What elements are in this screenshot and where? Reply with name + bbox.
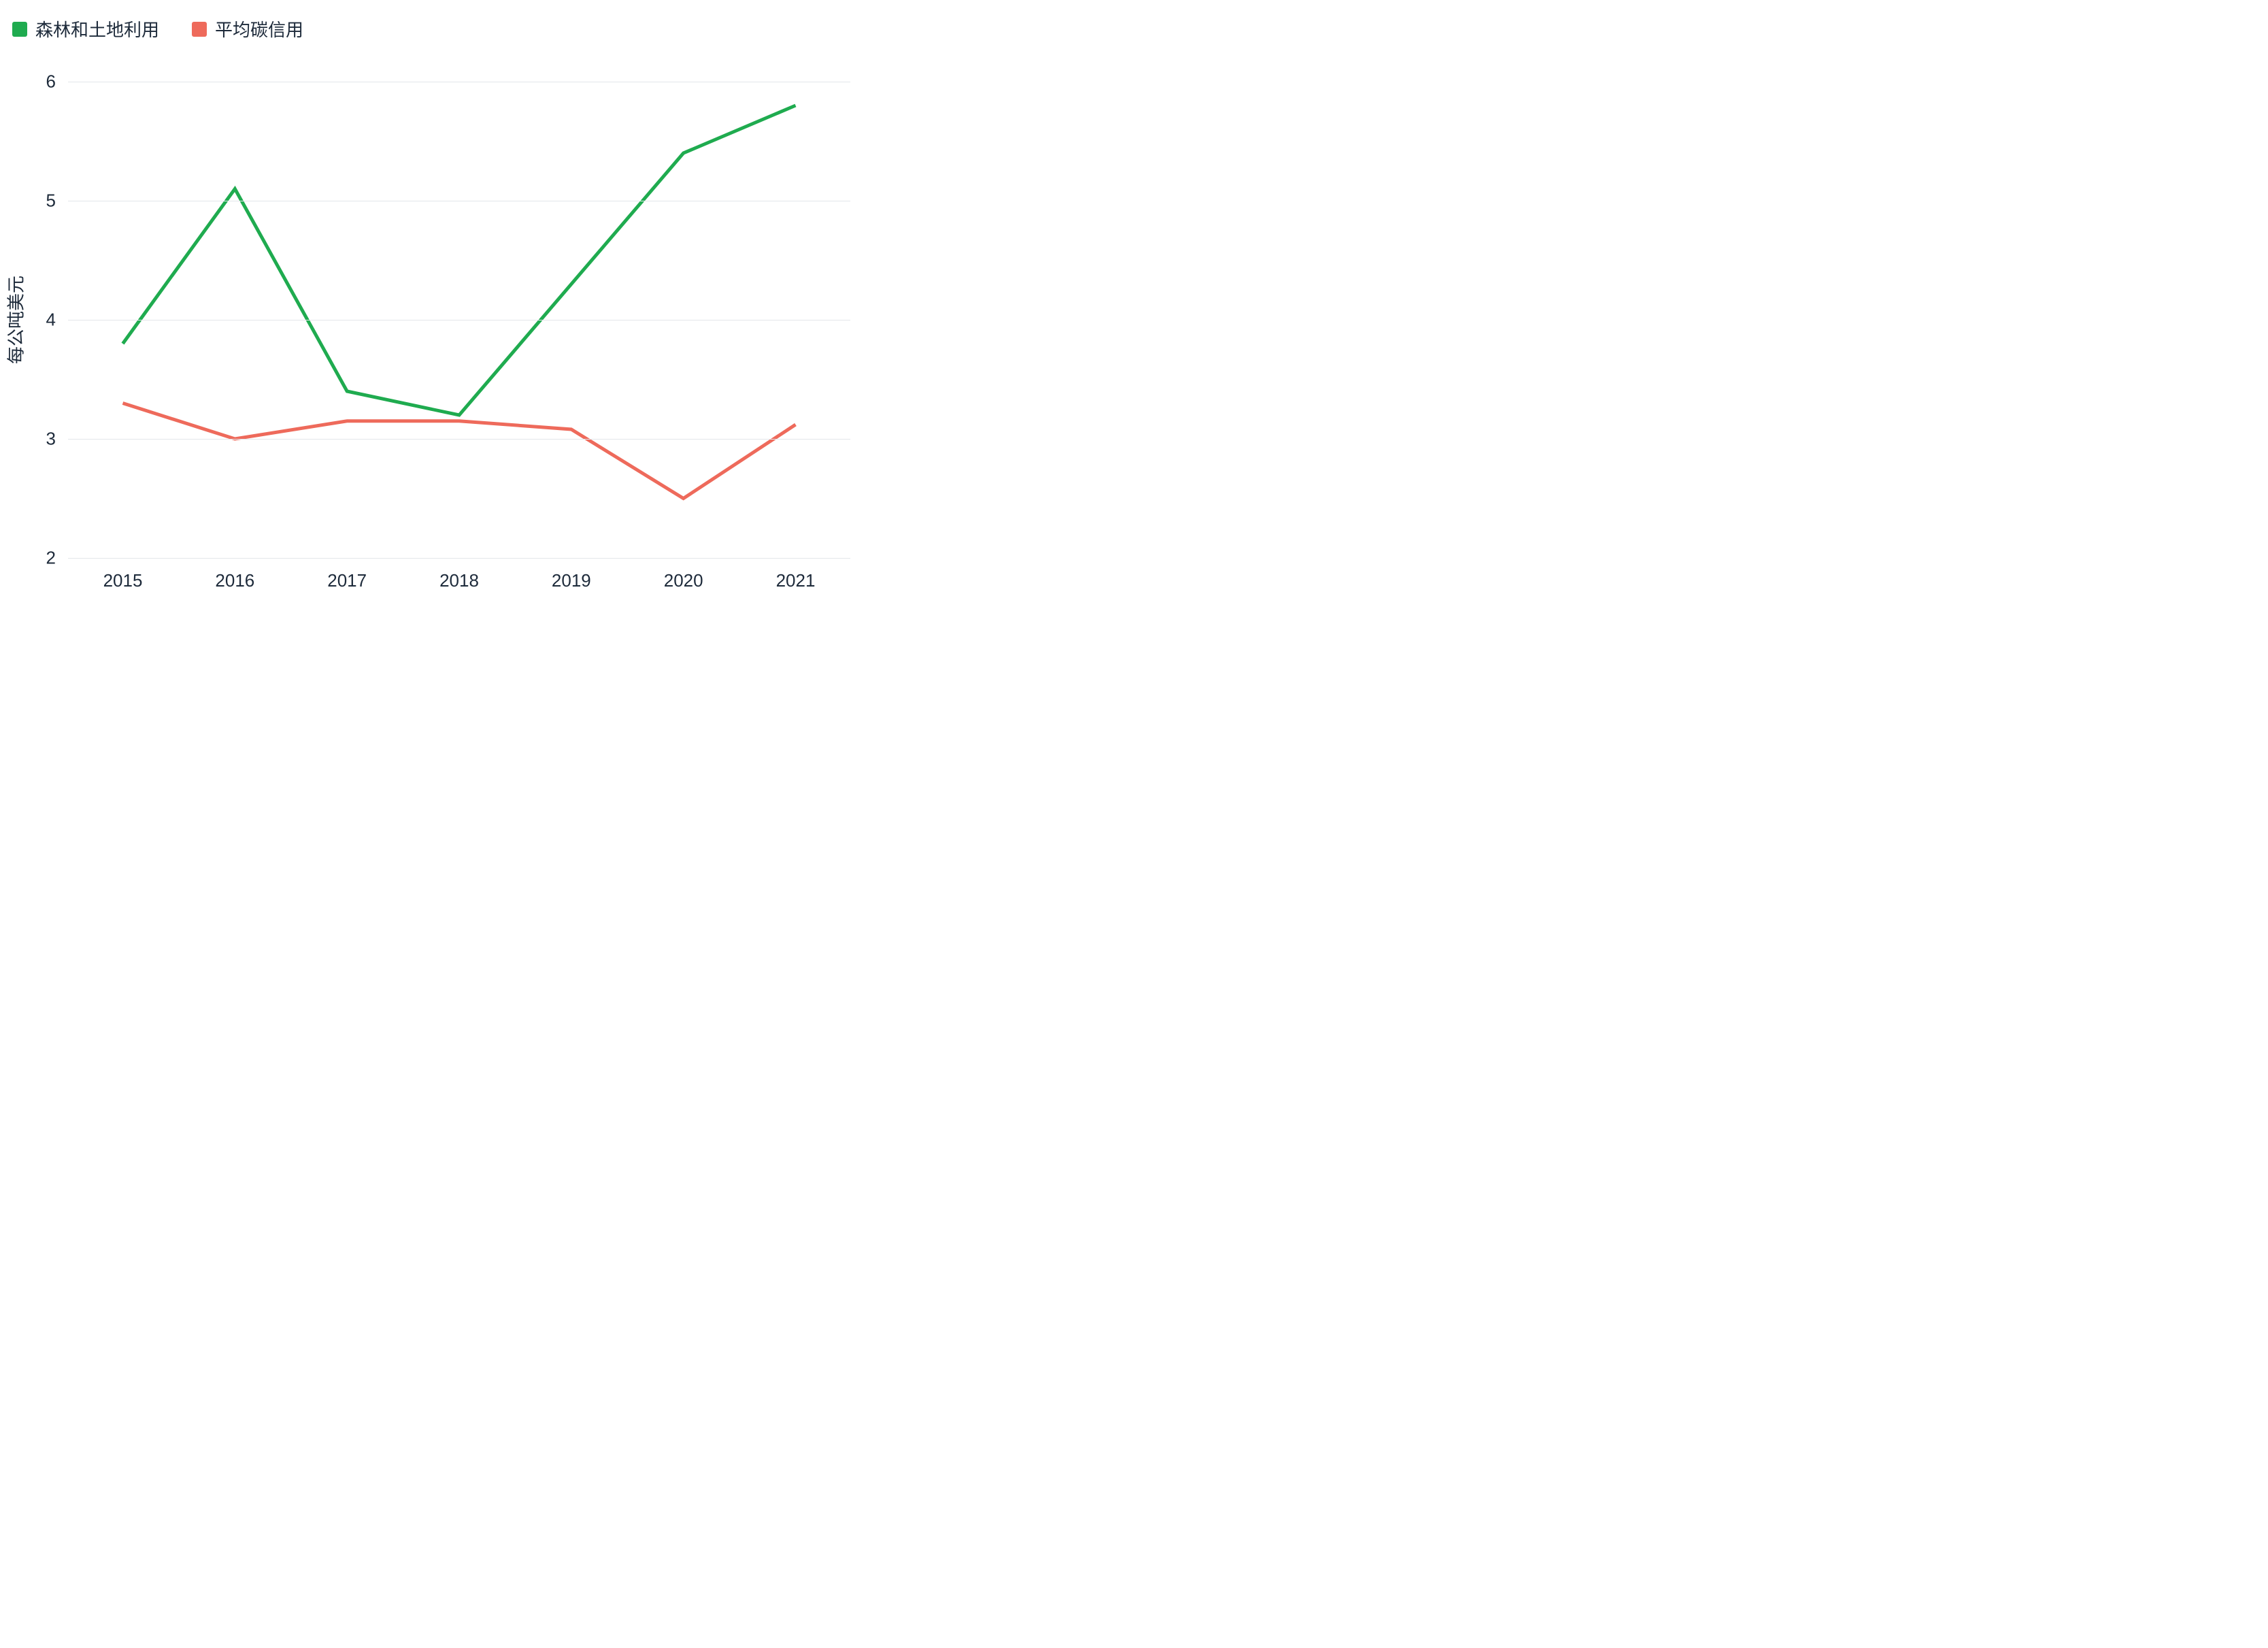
gridline	[68, 439, 850, 440]
y-tick-label: 5	[46, 191, 56, 212]
plot-area: 234562015201620172018201920202021	[68, 82, 850, 558]
x-tick-label: 2021	[776, 570, 816, 591]
x-tick-label: 2017	[327, 570, 367, 591]
y-tick-label: 6	[46, 71, 56, 93]
x-tick-label: 2015	[103, 570, 143, 591]
gridline	[68, 558, 850, 559]
y-tick-label: 2	[46, 548, 56, 569]
legend-label-1: 平均碳信用	[215, 16, 303, 42]
series-line	[123, 403, 796, 499]
y-tick-label: 4	[46, 310, 56, 331]
x-tick-label: 2018	[439, 570, 479, 591]
x-tick-label: 2016	[215, 570, 254, 591]
x-tick-label: 2019	[552, 570, 591, 591]
legend-item-1: 平均碳信用	[192, 16, 303, 42]
legend-item-0: 森林和土地利用	[12, 16, 159, 42]
x-tick-label: 2020	[664, 570, 703, 591]
legend: 森林和土地利用 平均碳信用	[12, 16, 303, 42]
y-axis-title: 每公吨美元	[3, 276, 28, 364]
series-line	[123, 105, 796, 415]
legend-swatch-1	[192, 22, 207, 37]
legend-label-0: 森林和土地利用	[35, 16, 159, 42]
legend-swatch-0	[12, 22, 27, 37]
y-tick-label: 3	[46, 429, 56, 450]
chart-container: 森林和土地利用 平均碳信用 每公吨美元 23456201520162017201…	[0, 0, 871, 633]
